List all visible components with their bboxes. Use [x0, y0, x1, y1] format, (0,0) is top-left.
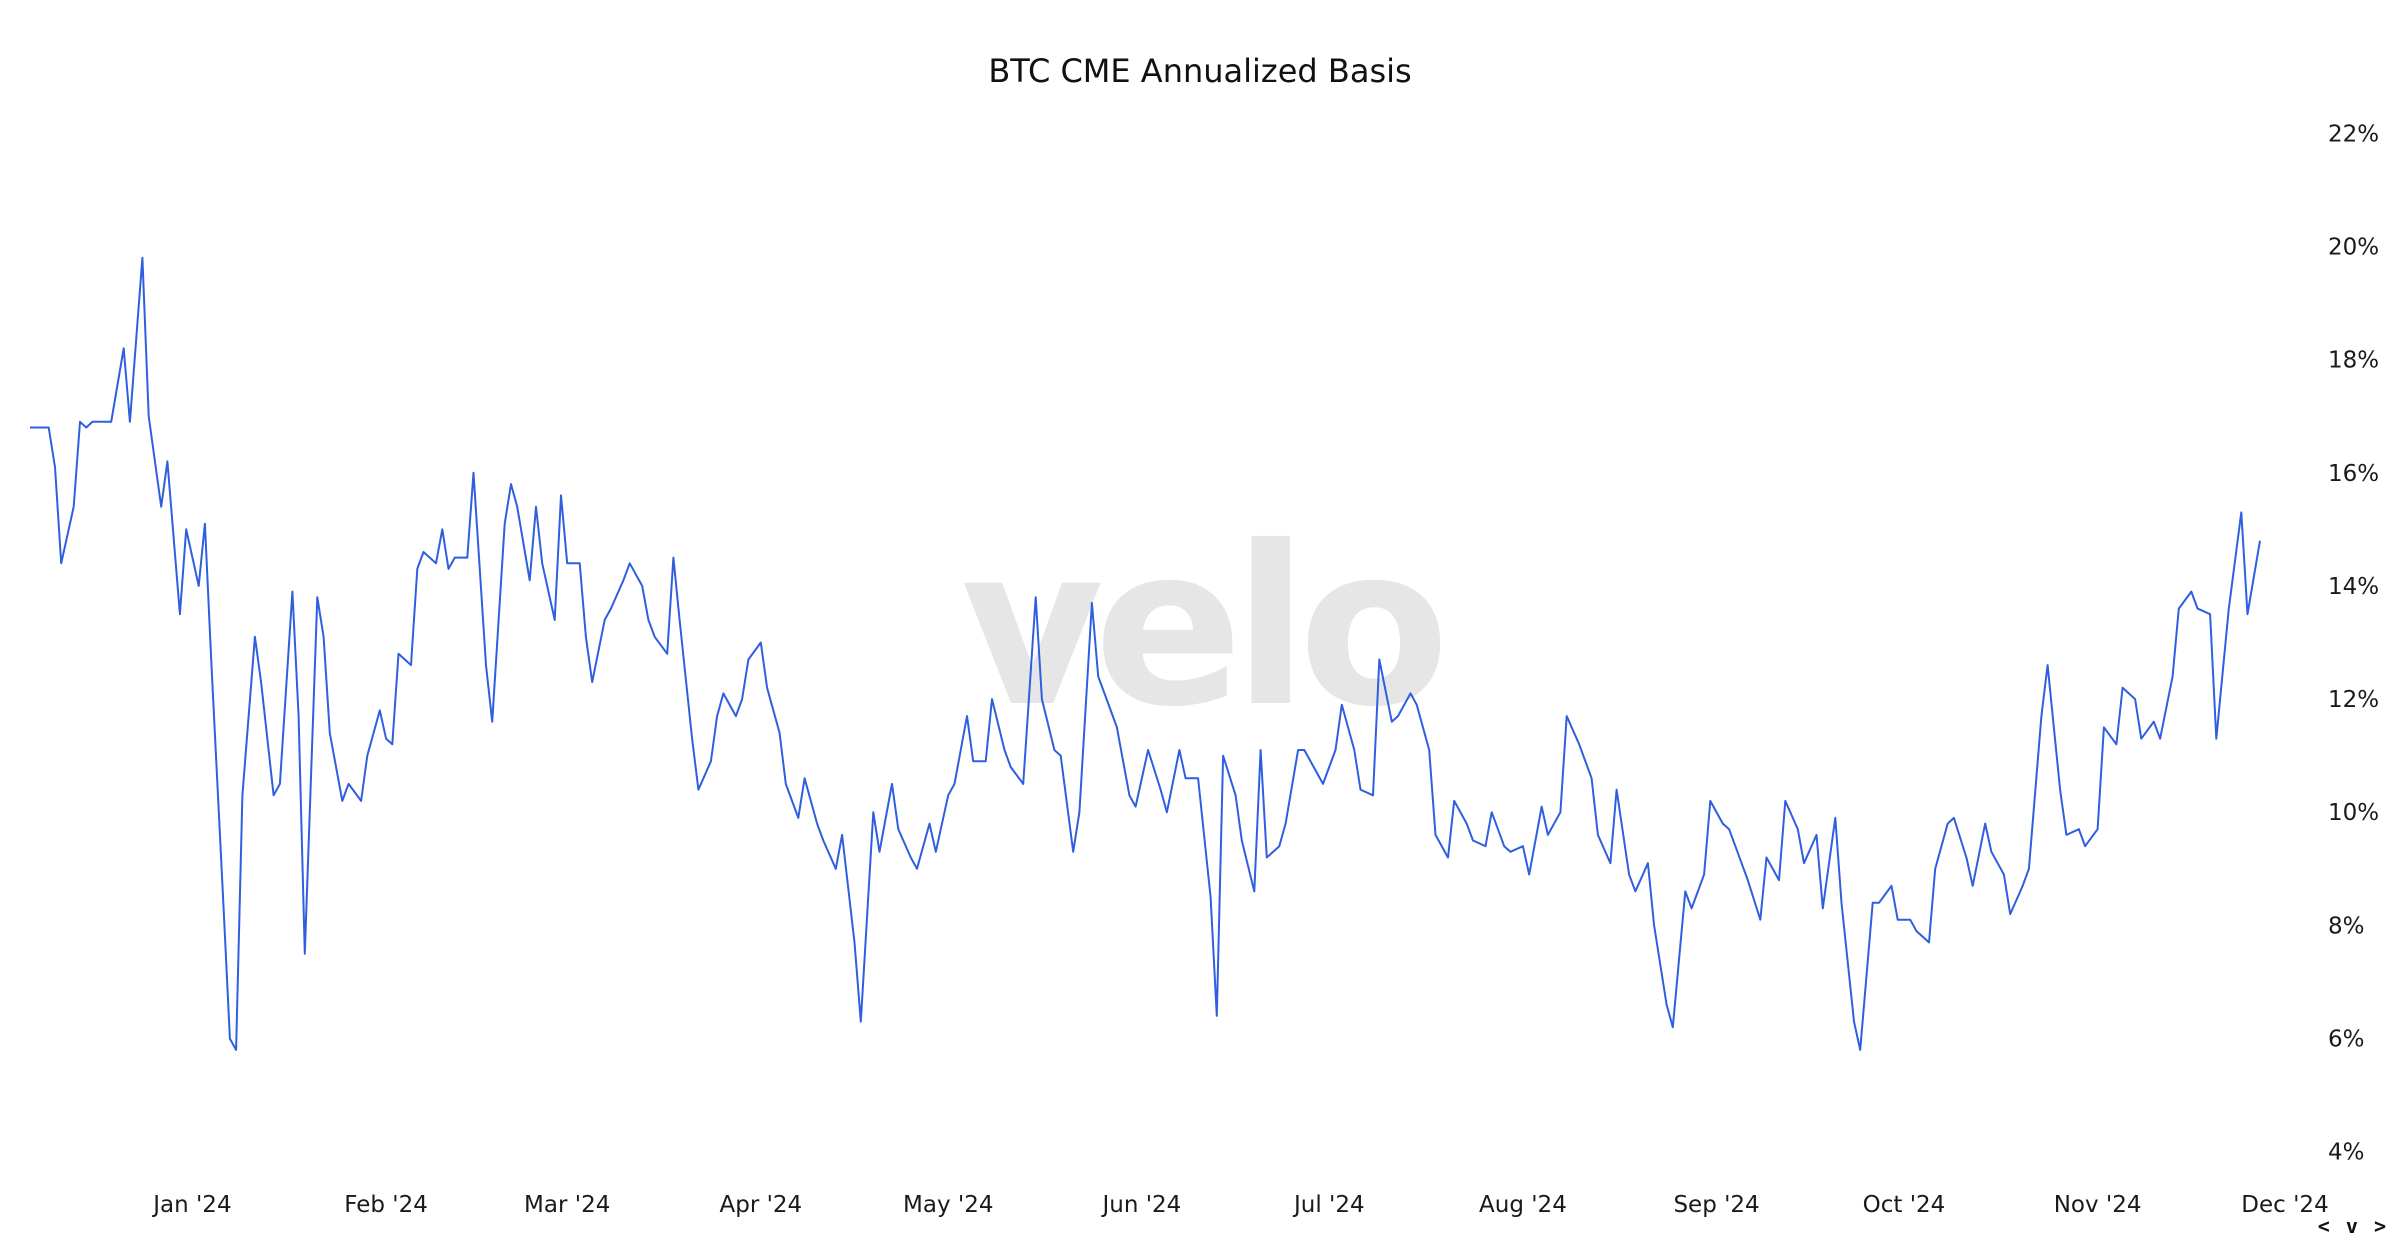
watermark-logo: velo: [960, 499, 1440, 755]
x-tick-label: Sep '24: [1673, 1192, 1759, 1218]
y-tick-label: 6%: [2328, 1027, 2365, 1053]
x-tick-label: May '24: [903, 1192, 993, 1218]
x-tick-label: Jun '24: [1100, 1192, 1181, 1218]
x-axis: Jan '24 Feb '24 Mar '24 Apr '24 May '24 Jun '…: [151, 1192, 2328, 1218]
x-tick-label: Apr '24: [719, 1192, 802, 1218]
x-tick-label: Jul '24: [1292, 1192, 1365, 1218]
y-tick-label: 14%: [2328, 574, 2379, 600]
series-line-0: [30, 256, 2261, 1051]
x-tick-label: Nov '24: [2054, 1192, 2142, 1218]
x-tick-label: Aug '24: [1479, 1192, 1567, 1218]
series-layer: [30, 256, 2261, 1051]
y-tick-label: 10%: [2328, 800, 2379, 826]
y-tick-label: 18%: [2328, 348, 2379, 374]
y-tick-label: 20%: [2328, 234, 2379, 260]
x-tick-label: Feb '24: [344, 1192, 428, 1218]
y-tick-label: 22%: [2328, 121, 2379, 147]
chart-title: BTC CME Annualized Basis: [988, 52, 1412, 90]
y-axis: 4% 6% 8% 10% 12% 14% 16% 18% 20% 22%: [2328, 121, 2379, 1165]
y-tick-label: 16%: [2328, 461, 2379, 487]
y-tick-label: 8%: [2328, 913, 2365, 939]
chart-nav-arrows[interactable]: < v >: [2317, 1214, 2388, 1238]
y-tick-label: 12%: [2328, 687, 2379, 713]
x-tick-label: Jan '24: [151, 1192, 231, 1218]
y-tick-label: 4%: [2328, 1140, 2365, 1166]
x-tick-label: Mar '24: [524, 1192, 610, 1218]
x-tick-label: Dec '24: [2241, 1192, 2328, 1218]
x-tick-label: Oct '24: [1863, 1192, 1946, 1218]
